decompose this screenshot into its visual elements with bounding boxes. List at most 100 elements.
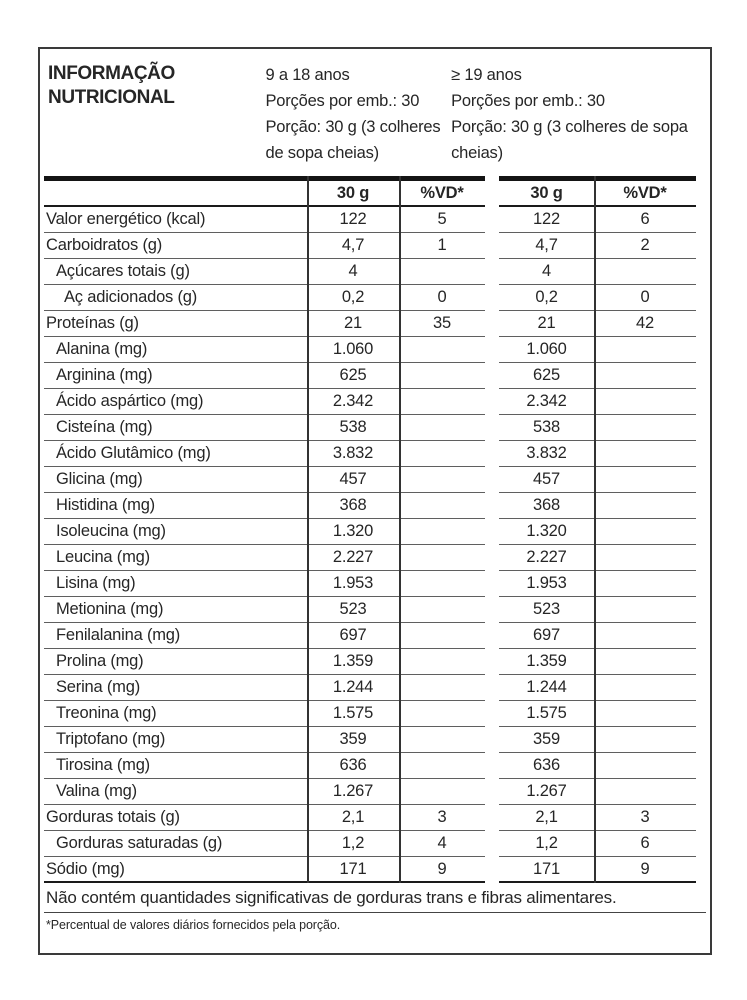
row-label: Valina (mg) (44, 779, 307, 805)
column-gap (485, 181, 499, 207)
row-label: Cisteína (mg) (44, 415, 307, 441)
table-row: Proteínas (g) 21 35 21 42 (44, 311, 696, 337)
table-row: Glicina (mg) 457 457 (44, 467, 696, 493)
row-label: Açúcares totais (g) (44, 259, 307, 285)
amount-cell-group1: 625 (307, 363, 399, 389)
amount-cell-group2: 171 (499, 857, 594, 883)
amount-cell-group2: 1.320 (499, 519, 594, 545)
amount-cell-group1: 4 (307, 259, 399, 285)
column-gap (485, 779, 499, 805)
amount-cell-group2: 1,2 (499, 831, 594, 857)
vd-cell-group1 (399, 415, 485, 441)
row-label: Serina (mg) (44, 675, 307, 701)
vd-cell-group2 (594, 649, 696, 675)
vd-cell-group1 (399, 753, 485, 779)
nutrition-facts-label: INFORMAÇÃO NUTRICIONAL 9 a 18 anos Porçõ… (38, 47, 712, 955)
table-row: Prolina (mg) 1.359 1.359 (44, 649, 696, 675)
row-label: Aç adicionados (g) (44, 285, 307, 311)
amount-cell-group2: 457 (499, 467, 594, 493)
vd-cell-group1 (399, 623, 485, 649)
vd-cell-group2 (594, 571, 696, 597)
vd-cell-group2 (594, 753, 696, 779)
vd-cell-group1 (399, 675, 485, 701)
vd-cell-group2: 42 (594, 311, 696, 337)
column-gap (485, 623, 499, 649)
amount-cell-group1: 1.320 (307, 519, 399, 545)
row-label: Prolina (mg) (44, 649, 307, 675)
vd-cell-group2 (594, 363, 696, 389)
vd-cell-group1 (399, 545, 485, 571)
column-gap (485, 415, 499, 441)
column-gap (485, 493, 499, 519)
label-title-line2: NUTRICIONAL (48, 87, 175, 108)
vd-cell-group1: 0 (399, 285, 485, 311)
vd-cell-group2 (594, 467, 696, 493)
age-group-1-portion: Porção: 30 g (3 colheres de sopa cheias) (265, 118, 441, 162)
amount-cell-group1: 636 (307, 753, 399, 779)
table-row: Histidina (mg) 368 368 (44, 493, 696, 519)
column-gap (485, 649, 499, 675)
amount-cell-group1: 697 (307, 623, 399, 649)
table-row: Arginina (mg) 625 625 (44, 363, 696, 389)
table-row: Ácido Glutâmico (mg) 3.832 3.832 (44, 441, 696, 467)
table-row: Leucina (mg) 2.227 2.227 (44, 545, 696, 571)
amount-cell-group1: 1.575 (307, 701, 399, 727)
row-label: Ácido aspártico (mg) (44, 389, 307, 415)
amount-cell-group2: 523 (499, 597, 594, 623)
vd-cell-group1: 5 (399, 207, 485, 233)
daily-value-footnote: *Percentual de valores diários fornecido… (46, 918, 341, 932)
nutrition-table: 30 g %VD* 30 g %VD* Valor energético (kc… (44, 176, 696, 883)
column-divider-2 (399, 176, 401, 883)
column-gap (485, 363, 499, 389)
vd-cell-group2 (594, 519, 696, 545)
vd-cell-group2 (594, 389, 696, 415)
amount-cell-group1: 1.359 (307, 649, 399, 675)
header-separator-bars (44, 176, 696, 181)
amount-cell-group1: 368 (307, 493, 399, 519)
amount-cell-group1: 538 (307, 415, 399, 441)
row-label: Gorduras totais (g) (44, 805, 307, 831)
column-header-row: 30 g %VD* 30 g %VD* (44, 181, 696, 207)
row-label: Valor energético (kcal) (44, 207, 307, 233)
column-gap (485, 857, 499, 883)
thick-bar-group2 (499, 176, 696, 181)
table-row: Valina (mg) 1.267 1.267 (44, 779, 696, 805)
column-gap (485, 259, 499, 285)
row-label: Lisina (mg) (44, 571, 307, 597)
label-title-line1: INFORMAÇÃO (48, 63, 175, 84)
table-row: Aç adicionados (g) 0,2 0 0,2 0 (44, 285, 696, 311)
amount-cell-group2: 1.267 (499, 779, 594, 805)
vd-cell-group1 (399, 779, 485, 805)
amount-cell-group1: 0,2 (307, 285, 399, 311)
amount-cell-group1: 1.244 (307, 675, 399, 701)
age-group-1-range: 9 a 18 anos (265, 66, 350, 84)
thick-bar-group1 (44, 176, 485, 181)
vd-cell-group2: 9 (594, 857, 696, 883)
table-row: Tirosina (mg) 636 636 (44, 753, 696, 779)
column-gap (485, 441, 499, 467)
row-label: Glicina (mg) (44, 467, 307, 493)
table-row: Valor energético (kcal) 122 5 122 6 (44, 207, 696, 233)
table-row: Açúcares totais (g) 4 4 (44, 259, 696, 285)
column-gap (485, 519, 499, 545)
row-label: Histidina (mg) (44, 493, 307, 519)
amount-cell-group1: 1.267 (307, 779, 399, 805)
vd-cell-group2 (594, 545, 696, 571)
vd-cell-group1: 4 (399, 831, 485, 857)
age-group-1-info: 9 a 18 anos Porções por emb.: 30 Porção:… (265, 62, 451, 176)
amount-cell-group2: 2.342 (499, 389, 594, 415)
age-group-2-range: ≥ 19 anos (451, 66, 522, 84)
vd-cell-group1 (399, 597, 485, 623)
label-title: INFORMAÇÃO NUTRICIONAL (48, 62, 265, 176)
vd-cell-group1 (399, 259, 485, 285)
vd-cell-group2 (594, 779, 696, 805)
amount-cell-group2: 1.359 (499, 649, 594, 675)
column-divider-1 (307, 176, 309, 883)
vd-cell-group1 (399, 389, 485, 415)
vd-cell-group2 (594, 415, 696, 441)
column-gap (485, 571, 499, 597)
column-header-spacer (44, 181, 307, 207)
column-gap (485, 337, 499, 363)
vd-cell-group2 (594, 259, 696, 285)
